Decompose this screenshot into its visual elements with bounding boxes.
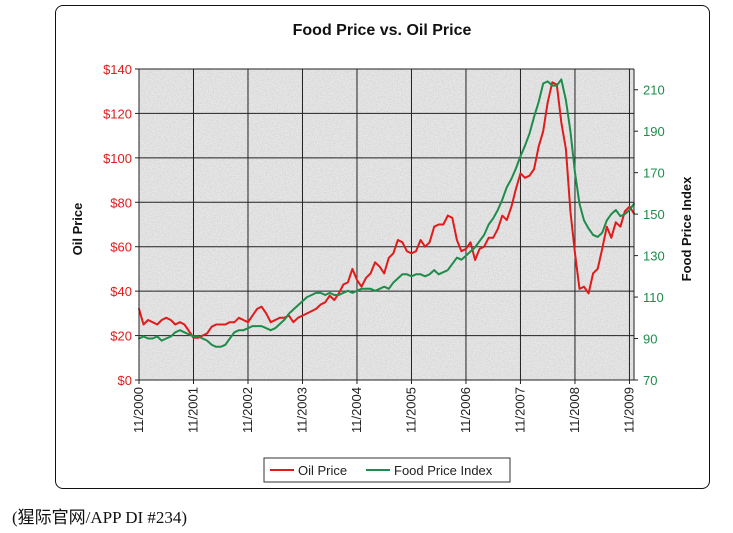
y-axis-right-label: Food Price Index (679, 176, 694, 282)
image-caption: (猩际官网/APP DI #234) (12, 508, 188, 527)
y-left-tick-label-7: $140 (103, 62, 132, 77)
legend: Oil Price Food Price Index (263, 457, 511, 483)
legend-box (263, 457, 511, 483)
y-left-tick-label-5: $100 (103, 151, 132, 166)
x-tick-label-2: 11/2002 (240, 387, 255, 433)
plot-area (139, 69, 634, 380)
y-axis-left-label: Oil Price (70, 203, 85, 256)
x-tick-label-3: 11/2003 (294, 387, 309, 433)
plot-texture (139, 69, 634, 380)
y-right-tick-label-4: 150 (643, 207, 665, 222)
y-left-tick-label-0: $0 (118, 373, 132, 388)
x-tick-label-7: 11/2007 (512, 387, 527, 433)
y-left-tick-label-1: $20 (110, 329, 132, 344)
y-right-tick-label-2: 110 (643, 290, 664, 305)
chart: $0 $20 $40 $60 $80 $100 $120 $140 70 90 110 130 150 1… (70, 22, 694, 483)
x-tick-label-4: 11/2004 (349, 387, 364, 433)
legend-label-food-price-index: Food Price Index (394, 463, 493, 478)
x-tick-label-6: 11/2006 (458, 387, 473, 433)
y-right-tick-label-7: 210 (643, 83, 665, 98)
x-tick-label-9: 11/2009 (621, 387, 636, 433)
y-left-tick-label-2: $40 (110, 284, 132, 299)
x-tick-label-1: 11/2001 (185, 387, 200, 433)
legend-label-oil-price: Oil Price (298, 463, 347, 478)
y-right-tick-label-1: 90 (643, 332, 657, 347)
x-tick-label-5: 11/2005 (403, 387, 418, 433)
y-left-tick-label-6: $120 (103, 106, 132, 121)
y-right-tick-label-0: 70 (643, 373, 657, 388)
y-left-tick-label-3: $60 (110, 240, 132, 255)
x-tick-label-0: 11/2000 (131, 387, 146, 433)
series-group (138, 78, 635, 348)
axes: $0 $20 $40 $60 $80 $100 $120 $140 70 90 110 130 150 1… (103, 62, 665, 433)
chart-container: $0 $20 $40 $60 $80 $100 $120 $140 70 90 110 130 150 1… (55, 5, 710, 489)
y-right-tick-label-6: 190 (643, 124, 665, 139)
x-tick-label-8: 11/2008 (567, 387, 582, 433)
y-right-tick-label-5: 170 (643, 166, 665, 181)
chart-title: Food Price vs. Oil Price (293, 22, 472, 39)
series-line-food-price-index (138, 78, 635, 348)
y-right-tick-label-3: 130 (643, 249, 665, 264)
y-left-tick-label-4: $80 (110, 195, 132, 210)
